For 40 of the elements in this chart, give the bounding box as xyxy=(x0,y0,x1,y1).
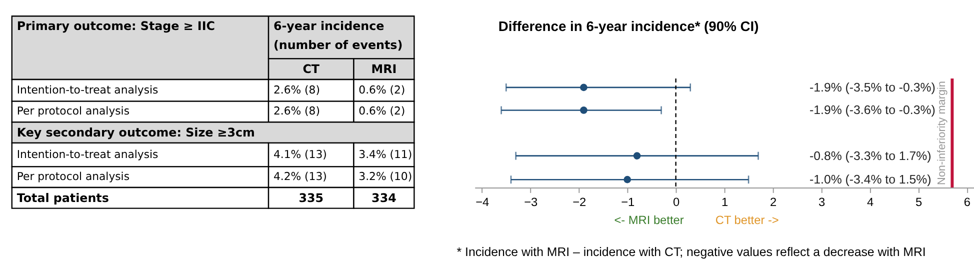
x-tick-label: 0 xyxy=(673,194,680,209)
text: Total patients xyxy=(16,190,109,205)
text: 4.1% (13) xyxy=(273,148,327,161)
annotation: -1.9% (-3.6% to -0.3%) xyxy=(810,103,936,118)
annotation: -1.0% (-3.4% to 1.5%) xyxy=(810,172,932,187)
text: Per protocol analysis xyxy=(16,104,130,118)
x-tick-label: −2 xyxy=(572,194,586,209)
text: Per protocol analysis xyxy=(16,170,130,184)
x-tick-label: −3 xyxy=(524,194,538,209)
text: MRI xyxy=(371,62,397,76)
ref-line-label: Non-inferiority margin xyxy=(936,81,948,185)
x-tick-label: 3 xyxy=(818,194,826,209)
text: CT better -> xyxy=(715,213,779,228)
text: Key secondary outcome: Size ≥3cm xyxy=(16,125,255,140)
annotation: -1.9% (-3.5% to -0.3%) xyxy=(810,80,936,94)
text: 3.2% (10) xyxy=(358,170,412,184)
text: 6-year incidence (number of events) xyxy=(273,18,403,52)
chart-title: Difference in 6-year incidence* (90% CI) xyxy=(498,18,759,34)
text: <- MRI better xyxy=(614,213,684,228)
x-tick-label: 2 xyxy=(770,194,777,209)
text: Intention-to-treat analysis xyxy=(16,148,159,161)
x-tick-label: 4 xyxy=(866,194,874,209)
text: 335 xyxy=(298,190,324,205)
text: 0.6% (2) xyxy=(358,104,406,118)
text: * Incidence with MRI – incidence with CT; negative values reflect a decrease with MRI xyxy=(456,244,926,259)
text: 2.6% (8) xyxy=(273,104,320,118)
text: 334 xyxy=(372,190,396,205)
x-tick-label: −4 xyxy=(476,194,490,209)
text: 0.6% (2) xyxy=(358,83,406,96)
x-tick-label: 5 xyxy=(915,194,922,209)
x-tick-label: 1 xyxy=(722,194,728,209)
text: Intention-to-treat analysis xyxy=(16,83,159,96)
text: 2.6% (8) xyxy=(273,83,320,96)
x-tick-label: −1 xyxy=(621,194,635,209)
text: CT xyxy=(302,62,320,76)
text: Primary outcome: Stage ≥ IIC xyxy=(16,18,215,33)
annotation: -0.8% (-3.3% to 1.7%) xyxy=(810,148,932,163)
x-tick-label: 6 xyxy=(964,194,971,209)
text: 4.2% (13) xyxy=(273,170,327,184)
text: 3.4% (11) xyxy=(358,148,412,161)
